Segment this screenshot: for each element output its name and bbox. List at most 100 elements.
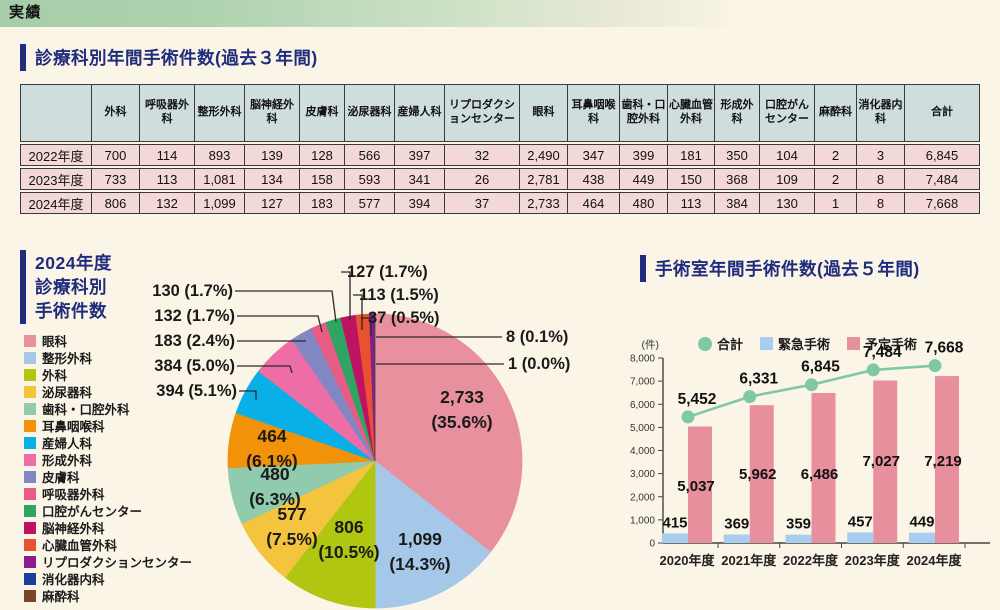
legend-circle-chip [698, 336, 712, 351]
table-row: 2023年度 733 113 1,081 134 158 593 341 26 2,781 438 4… [20, 168, 980, 190]
table-value-cell: 464 [568, 192, 620, 214]
x-axis-category-label: 2021年度 [721, 553, 777, 568]
table-value-cell: 1,099 [195, 192, 245, 214]
table-value-cell: 158 [300, 168, 345, 190]
pie-legend-item: 消化器内科 [24, 570, 192, 587]
pie-label-value: 1,099 [398, 529, 442, 549]
table-value-cell: 438 [568, 168, 620, 190]
pie-inner-label-歯科・口腔外科: 480 (6.3%) [249, 464, 301, 509]
legend-label: 整形外科 [42, 352, 93, 366]
pie-legend-item: 泌尿器科 [24, 383, 192, 400]
legend-color-chip [24, 589, 36, 602]
table-column-header: 外科 [92, 84, 140, 142]
total-line-marker [928, 359, 942, 373]
table-value-cell: 183 [300, 192, 345, 214]
pie-legend-item: 外科 [24, 366, 192, 383]
bar-emergency-2021年度 [723, 534, 750, 543]
table-value-cell: 577 [345, 192, 395, 214]
bar-emergency-2023年度 [847, 532, 874, 543]
bar-emergency-2024年度 [909, 532, 935, 543]
table-year-cell: 2023年度 [20, 168, 92, 190]
legend-label: 外科 [42, 369, 68, 383]
total-line-label: 7,484 [863, 344, 902, 361]
pie-inner-label-整形外科: 1,099 (14.3%) [389, 529, 450, 574]
table-value-cell: 2 [815, 144, 857, 166]
pie-label-pct: (10.5%) [318, 542, 379, 562]
legend-color-chip [24, 402, 36, 415]
table-value-cell: 7,668 [905, 192, 980, 214]
pie-label-value: 2,733 [440, 387, 484, 407]
pie-slice-眼科 [374, 313, 523, 553]
pie-legend-item: 呼吸器外科 [24, 485, 192, 502]
legend-color-chip [24, 572, 36, 585]
title-accent-bar [640, 255, 646, 282]
page-title: 実績 [9, 4, 43, 21]
y-axis-tick-label: 0 [649, 539, 655, 550]
table-column-header: 産婦人科 [395, 84, 445, 142]
table-value-cell: 394 [395, 192, 445, 214]
title-accent-bar [20, 250, 26, 324]
pie-legend-item: 脳神経外科 [24, 519, 192, 536]
table-column-header: リプロダクションセンター [445, 84, 520, 142]
pie-inner-label-耳鼻咽喉科: 464 (6.1%) [246, 426, 298, 471]
table-value-cell: 1,081 [195, 168, 245, 190]
total-line-marker [743, 390, 757, 404]
bar-emergency-label: 457 [848, 513, 873, 530]
bar-emergency-label: 359 [786, 516, 811, 533]
legend-label: 産婦人科 [42, 437, 93, 451]
table-value-cell: 128 [300, 144, 345, 166]
table-year-cell: 2022年度 [20, 144, 92, 166]
pie-legend-item: 眼科 [24, 332, 192, 349]
pie-legend-item: 心臓血管外科 [24, 536, 192, 553]
pie-legend-item: 口腔がんセンター [24, 502, 192, 519]
y-axis-tick-label: 5,000 [630, 423, 655, 434]
pie-label-value: 464 [257, 426, 286, 446]
legend-color-chip [24, 436, 36, 449]
table-column-header: 合計 [905, 84, 980, 142]
pie-slice-外科 [284, 459, 376, 609]
pie-leader-line-呼吸器外科 [237, 315, 323, 333]
table-column-header: 形成外科 [715, 84, 760, 142]
pie-label-pct: (6.1%) [246, 451, 298, 471]
pie-title-line1: 2024年度 [35, 253, 112, 273]
table-corner-cell [20, 84, 92, 142]
table-column-header: 消化器内科 [857, 84, 905, 142]
table-value-cell: 104 [760, 144, 815, 166]
legend-label: 眼科 [42, 335, 68, 349]
table-value-cell: 3 [857, 144, 905, 166]
table-header-row: 外科 呼吸器外科 整形外科 脳神経外科 皮膚科 泌尿器科 産婦人科 リプロダクションセンター眼… [20, 84, 980, 142]
bar-emergency-label: 449 [909, 514, 934, 531]
legend-label: 耳鼻咽喉科 [42, 420, 105, 434]
bar-emergency-label: 415 [662, 514, 687, 531]
table-value-cell: 566 [345, 144, 395, 166]
x-axis-category-label: 2022年度 [783, 553, 839, 568]
table-body: 2022年度 700 114 893 139 128 566 397 32 2,490 347 399… [20, 144, 980, 214]
pie-outer-label-産婦人科: 394 (5.1%) [156, 382, 237, 400]
table-value-cell: 806 [92, 192, 140, 214]
x-axis-category-label: 2024年度 [907, 553, 963, 568]
table-value-cell: 397 [395, 144, 445, 166]
legend-color-chip [24, 538, 36, 551]
pie-label-pct: (35.6%) [431, 412, 492, 432]
bar-scheduled-2024年度 [935, 376, 959, 543]
pie-leader-line-形成外科 [237, 365, 293, 374]
legend-label: 皮膚科 [42, 471, 80, 485]
legend-label: 合計 [717, 337, 744, 352]
total-line-label: 6,331 [739, 371, 778, 388]
table-value-cell: 114 [140, 144, 195, 166]
pie-outer-label-口腔がんセンター: 130 (1.7%) [152, 282, 233, 300]
legend-color-chip [24, 470, 36, 483]
bar-legend-item: 予定手術 [847, 334, 917, 353]
table-value-cell: 6,845 [905, 144, 980, 166]
pie-label-value: 480 [260, 464, 289, 484]
pie-legend: 眼科 整形外科 外科 泌尿器科 歯科・口腔外科 耳鼻咽喉科 産婦人科 形成外科 皮膚科 呼吸器外科… [24, 332, 192, 604]
table-column-header: 泌尿器科 [345, 84, 395, 142]
table-value-cell: 368 [715, 168, 760, 190]
table-value-cell: 127 [245, 192, 300, 214]
y-axis-tick-label: 8,000 [630, 354, 655, 365]
table-value-cell: 2,781 [520, 168, 568, 190]
pie-legend-item: 耳鼻咽喉科 [24, 417, 192, 434]
table-value-cell: 384 [715, 192, 760, 214]
table-column-header: 整形外科 [195, 84, 245, 142]
pie-outer-label-脳神経外科: 127 (1.7%) [347, 263, 428, 281]
